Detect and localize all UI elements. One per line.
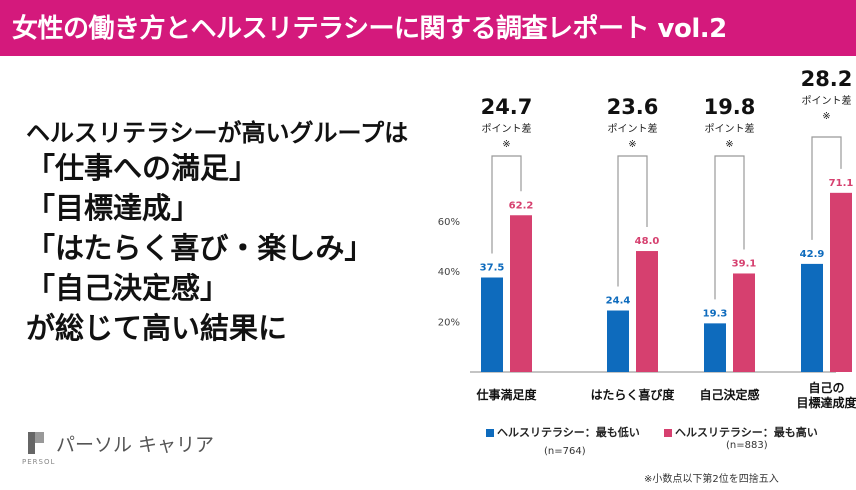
legend-label-high: ヘルスリテラシー：最も高い [675, 426, 818, 439]
bar-high [510, 215, 532, 372]
headline-line: ヘルスリテラシーが高いグループは [26, 119, 409, 147]
difference-label: ポイント差 [482, 122, 532, 135]
logo-subtext: PERSOL [22, 458, 56, 466]
data-label-low: 19.3 [703, 308, 728, 319]
difference-label: ポイント差 [608, 122, 658, 135]
bar-low [607, 310, 629, 372]
legend-low: ヘルスリテラシー：最も低い [486, 424, 640, 440]
difference-value: 23.6 [607, 95, 659, 119]
footnote: ※小数点以下第2位を四捨五入 [644, 474, 779, 485]
legend-n-low: (n=764) [544, 446, 586, 457]
headline-line: 「はたらく喜び・楽しみ」 [26, 231, 374, 265]
difference-label: ポイント差 [705, 122, 755, 135]
difference-label: ポイント差 [802, 94, 852, 107]
difference-mark: ※ [628, 139, 636, 150]
difference-bracket [714, 155, 745, 300]
category-label: 仕事満足度 [475, 387, 537, 402]
data-label-low: 37.5 [480, 263, 505, 274]
y-tick-label: 40% [438, 267, 460, 278]
difference-bracket [811, 136, 842, 240]
difference-bracket [617, 155, 648, 287]
logo-text: パーソル キャリア [56, 434, 215, 456]
difference-mark: ※ [822, 111, 830, 122]
bar-low [801, 263, 823, 372]
difference-mark: ※ [502, 139, 510, 150]
difference-value: 28.2 [801, 67, 853, 91]
headline-line: 「自己決定感」 [26, 271, 230, 305]
legend-n-high: (n=883) [726, 440, 768, 451]
headline: ヘルスリテラシーが高いグループは 「仕事への満足」 「目標達成」 「はたらく喜び… [26, 118, 436, 348]
bar-low [704, 323, 726, 372]
headline-line: 「仕事への満足」 [26, 151, 259, 185]
header-bar: 女性の働き方とヘルスリテラシーに関する調査レポート vol.2 [0, 0, 856, 56]
report-title: 女性の働き方とヘルスリテラシーに関する調査レポート vol.2 [12, 14, 727, 44]
difference-bracket [491, 155, 522, 254]
persol-logo-icon [28, 432, 44, 454]
bar-high [830, 192, 852, 372]
data-label-high: 71.1 [829, 178, 854, 189]
difference-mark: ※ [725, 139, 733, 150]
legend-label-low: ヘルスリテラシー：最も低い [497, 426, 640, 439]
headline-line: 「目標達成」 [26, 191, 201, 225]
category-label: 目標達成度 [796, 395, 856, 410]
y-tick-label: 60% [438, 217, 460, 228]
difference-value: 19.8 [704, 95, 756, 119]
legend-high: ヘルスリテラシー：最も高い [664, 424, 818, 440]
headline-line: が総じて高い結果に [26, 311, 288, 345]
category-label: はたらく喜び度 [591, 387, 676, 402]
category-label: 自己決定感 [699, 387, 759, 402]
bar-high [636, 251, 658, 372]
legend-swatch-high [664, 429, 672, 437]
data-label-high: 39.1 [732, 258, 757, 269]
data-label-high: 48.0 [635, 236, 660, 247]
legend-swatch-low [486, 429, 494, 437]
bar-low [481, 277, 503, 372]
y-tick-label: 20% [438, 318, 460, 329]
difference-value: 24.7 [481, 95, 533, 119]
category-label: 自己の [808, 380, 844, 395]
data-label-high: 62.2 [509, 200, 534, 211]
bar-high [733, 273, 755, 372]
data-label-low: 24.4 [606, 296, 631, 307]
company-logo: PERSOL パーソル キャリア [22, 428, 222, 468]
data-label-low: 42.9 [800, 249, 825, 260]
